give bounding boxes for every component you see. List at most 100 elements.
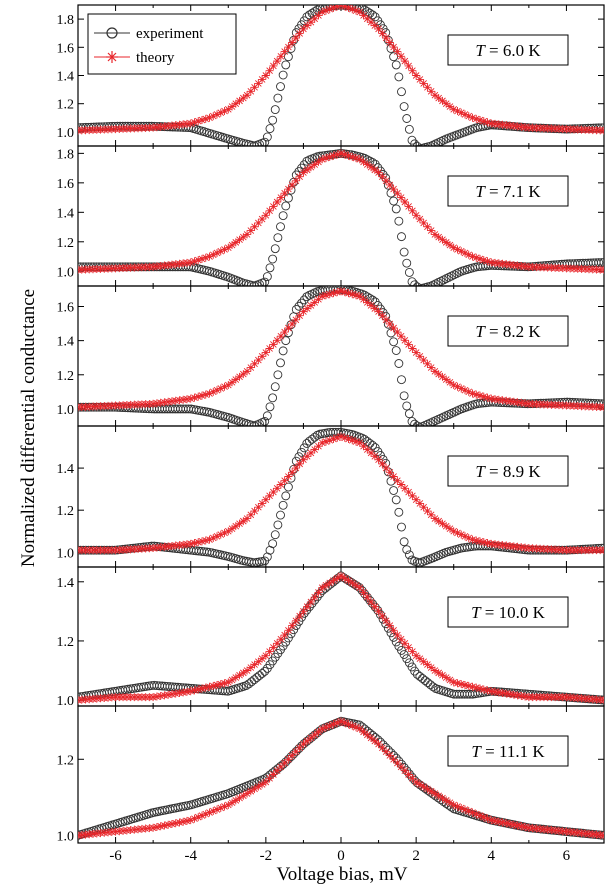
theory-point: [468, 535, 477, 544]
theory-point: [408, 491, 417, 500]
theory-point: [333, 574, 342, 583]
theory-point: [306, 733, 315, 742]
theory-point: [291, 33, 300, 42]
experiment-point: [389, 337, 399, 347]
experiment-point: [402, 258, 412, 268]
temperature-value: = 10.0 K: [481, 603, 546, 622]
theory-point: [303, 304, 312, 313]
theory-point: [415, 654, 424, 663]
theory-point: [205, 389, 214, 398]
y-tick-label: 1.8: [57, 147, 75, 162]
theory-point: [445, 675, 454, 684]
theory-point: [190, 393, 199, 402]
experiment-point: [404, 409, 414, 419]
theory-point: [194, 392, 203, 401]
theory-point: [449, 105, 458, 114]
theory-point: [479, 392, 488, 401]
theory-point: [273, 336, 282, 345]
theory-point: [404, 643, 413, 652]
theory-point: [186, 119, 195, 128]
theory-point: [378, 311, 387, 320]
theory-point: [288, 38, 297, 47]
theory-point: [509, 397, 518, 406]
legend-experiment-marker: [106, 27, 118, 39]
theory-point: [513, 821, 522, 830]
theory-point: [498, 688, 507, 697]
theory-point: [476, 537, 485, 546]
theory-point: [164, 820, 173, 829]
x-tick-label: 2: [412, 848, 420, 864]
theory-point: [502, 819, 511, 828]
experiment-point: [302, 292, 312, 302]
theory-point: [370, 304, 379, 313]
theory-point: [337, 571, 345, 580]
experiment-point: [594, 399, 604, 409]
experiment-point: [402, 114, 412, 123]
theory-point: [367, 301, 376, 310]
experiment-point: [273, 93, 283, 103]
theory-point: [363, 445, 372, 454]
theory-point: [171, 819, 180, 828]
theory-point: [460, 532, 469, 541]
theory-point: [517, 822, 526, 831]
theory-point: [333, 433, 342, 442]
theory-point: [156, 398, 165, 407]
theory-point: [205, 252, 214, 261]
theory-point: [457, 680, 466, 689]
theory-point: [498, 818, 507, 827]
theory-point: [190, 814, 199, 823]
x-tick-label: -4: [184, 848, 197, 864]
experiment-point: [428, 140, 438, 146]
theory-point: [359, 442, 368, 451]
theory-point: [412, 651, 421, 660]
experiment-point: [273, 370, 283, 380]
experiment-point: [268, 539, 278, 549]
theory-point: [442, 522, 451, 531]
theory-point: [261, 778, 270, 787]
theory-point: [430, 367, 439, 376]
experiment-point: [262, 272, 272, 282]
y-tick-label: 1.4: [57, 335, 75, 350]
experiment-point: [391, 346, 401, 355]
theory-point: [299, 307, 308, 316]
theory-point: [182, 395, 191, 404]
theory-point: [517, 398, 526, 407]
theory-point: [491, 395, 500, 404]
y-tick-label: 1.6: [57, 177, 75, 192]
theory-point: [284, 43, 293, 52]
theory-point: [295, 612, 304, 621]
theory-point: [280, 328, 289, 337]
theory-point: [284, 755, 293, 764]
experiment-point: [304, 436, 314, 446]
theory-point: [404, 61, 413, 70]
theory-point: [224, 381, 233, 390]
theory-point: [408, 344, 417, 353]
theory-point: [329, 289, 338, 298]
theory-point: [175, 688, 184, 697]
experiment-point: [265, 545, 275, 555]
theory-point: [464, 533, 473, 542]
theory-point: [295, 172, 304, 181]
theory-point: [344, 576, 353, 585]
theory-point: [355, 8, 364, 17]
theory-point: [352, 6, 361, 15]
theory-point: [265, 491, 274, 500]
theory-point: [318, 724, 327, 733]
theory-point: [291, 747, 300, 756]
theory-point: [442, 375, 451, 384]
y-tick-label: 1.0: [57, 829, 75, 844]
theory-point: [321, 723, 330, 732]
theory-point: [231, 99, 240, 108]
theory-point: [333, 5, 342, 11]
theory-point: [276, 480, 285, 489]
theory-point: [457, 384, 466, 393]
experiment-point: [399, 537, 409, 547]
theory-point: [231, 796, 240, 805]
theory-point: [149, 693, 158, 702]
experiment-point: [389, 52, 399, 62]
experiment-point: [360, 589, 370, 599]
theory-point: [468, 113, 477, 122]
theory-point: [352, 581, 361, 590]
theory-point: [228, 798, 237, 807]
y-tick-label: 1.2: [57, 635, 75, 650]
